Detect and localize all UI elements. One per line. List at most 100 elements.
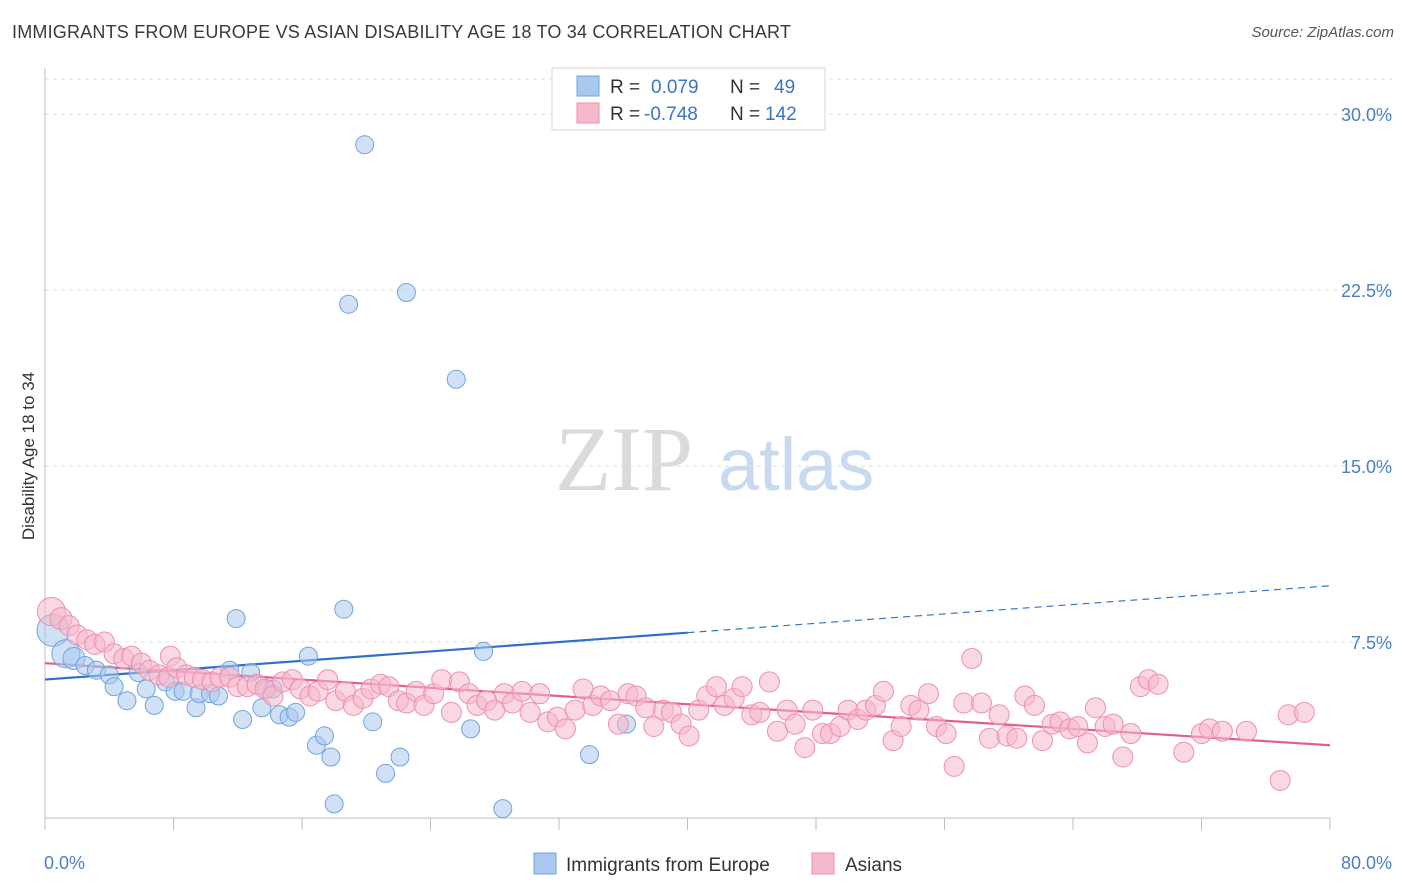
series-legend: Immigrants from Europe Asians: [533, 852, 902, 876]
europe-point-41: [461, 719, 481, 739]
asians-point-69: [643, 716, 665, 738]
asians-point-113: [1031, 730, 1053, 752]
europe-point-37: [376, 763, 396, 783]
europe-point-27: [286, 702, 306, 722]
legend-n-label-europe: N =: [730, 77, 760, 98]
data-points: [36, 135, 1315, 819]
chart-title: IMMIGRANTS FROM EUROPE VS ASIAN DISABILI…: [12, 22, 792, 42]
y-tick-label-3: 30.0%: [1341, 105, 1392, 125]
y-tick-labels: 7.5% 15.0% 22.5% 30.0%: [1341, 105, 1392, 653]
series-swatch-asians: [811, 852, 835, 875]
asians-point-104: [953, 692, 975, 714]
asians-point-45: [431, 669, 453, 691]
asians-point-107: [978, 727, 1000, 749]
asians-point-102: [935, 723, 957, 745]
asians-point-87: [802, 699, 824, 721]
asians-point-112: [1023, 694, 1045, 716]
europe-point-43: [493, 799, 513, 819]
europe-point-6: [104, 677, 124, 697]
asians-point-59: [554, 718, 576, 740]
asians-point-82: [758, 671, 780, 693]
asians-point-127: [1173, 741, 1195, 763]
legend-r-value-europe: 0.079: [651, 77, 699, 98]
source-credit: Source: ZipAtlas.com: [1251, 24, 1394, 41]
y-tick-label-2: 22.5%: [1341, 281, 1392, 301]
legend-n-value-europe: 49: [774, 77, 795, 98]
asians-point-86: [794, 737, 816, 759]
asians-point-130: [1211, 720, 1233, 742]
asians-point-121: [1102, 713, 1124, 735]
x-tick-label-max: 80.0%: [1341, 853, 1392, 873]
legend-swatch-asians: [576, 102, 600, 124]
asians-point-131: [1235, 720, 1257, 742]
europe-point-10: [144, 695, 164, 715]
europe-point-44: [580, 745, 600, 765]
y-tick-label-1: 15.0%: [1341, 457, 1392, 477]
series-label-asians: Asians: [845, 855, 902, 876]
asians-point-60: [564, 699, 586, 721]
asians-point-55: [519, 701, 541, 723]
legend-r-value-asians: -0.748: [644, 104, 698, 125]
europe-point-33: [334, 599, 354, 619]
europe-point-19: [226, 609, 246, 629]
asians-point-110: [1006, 727, 1028, 749]
x-tick-labels: 0.0% 80.0%: [44, 853, 1392, 873]
asians-point-95: [872, 680, 894, 702]
europe-point-32: [324, 794, 344, 814]
asians-point-85: [784, 713, 806, 735]
asians-point-76: [705, 676, 727, 698]
asians-point-79: [731, 676, 753, 698]
asians-point-126: [1147, 673, 1169, 695]
asians-point-46: [440, 701, 462, 723]
asians-point-108: [988, 704, 1010, 726]
watermark-zip: ZIP: [555, 408, 693, 510]
legend-r-label-europe: R =: [610, 77, 640, 98]
asians-point-119: [1084, 697, 1106, 719]
asians-point-132: [1269, 769, 1291, 791]
europe-trend-extension: [687, 585, 1331, 634]
europe-point-42: [474, 641, 494, 661]
asians-point-64: [599, 690, 621, 712]
series-swatch-europe: [533, 852, 557, 875]
asians-point-68: [635, 697, 657, 719]
watermark-atlas: atlas: [718, 423, 874, 506]
asians-point-118: [1076, 732, 1098, 754]
asians-point-99: [908, 699, 930, 721]
europe-point-40: [446, 369, 466, 389]
asians-point-81: [749, 701, 771, 723]
europe-point-7: [117, 691, 137, 711]
asians-point-105: [961, 647, 983, 669]
legend-r-label-asians: R =: [610, 104, 640, 125]
asians-point-65: [607, 713, 629, 735]
europe-point-38: [390, 747, 410, 767]
asians-point-106: [970, 692, 992, 714]
legend-n-label-asians: N =: [730, 104, 760, 125]
europe-point-34: [339, 294, 359, 314]
asians-point-134: [1293, 701, 1315, 723]
gridlines: [45, 78, 1392, 643]
y-tick-label-0: 7.5%: [1351, 633, 1392, 653]
y-axis-title: Disability Age 18 to 34: [19, 372, 38, 540]
asians-point-117: [1067, 716, 1089, 738]
europe-point-39: [396, 282, 416, 302]
europe-point-36: [363, 712, 383, 732]
asians-point-73: [678, 725, 700, 747]
series-label-europe: Immigrants from Europe: [566, 855, 770, 876]
axes: [44, 68, 1331, 830]
x-tick-label-min: 0.0%: [44, 853, 85, 873]
asians-point-122: [1112, 746, 1134, 768]
legend-swatch-europe: [576, 75, 600, 97]
europe-point-35: [355, 135, 375, 155]
asians-point-54: [511, 680, 533, 702]
europe-point-30: [314, 726, 334, 746]
europe-point-31: [321, 747, 341, 767]
asians-point-123: [1120, 723, 1142, 745]
asians-point-97: [890, 716, 912, 738]
europe-point-28: [298, 646, 318, 666]
correlation-legend: R = 0.079 N = 49 R = -0.748 N = 142: [551, 67, 826, 131]
asians-point-56: [529, 683, 551, 705]
asians-point-103: [943, 755, 965, 777]
asians-point-32: [317, 669, 339, 691]
asians-point-83: [766, 720, 788, 742]
